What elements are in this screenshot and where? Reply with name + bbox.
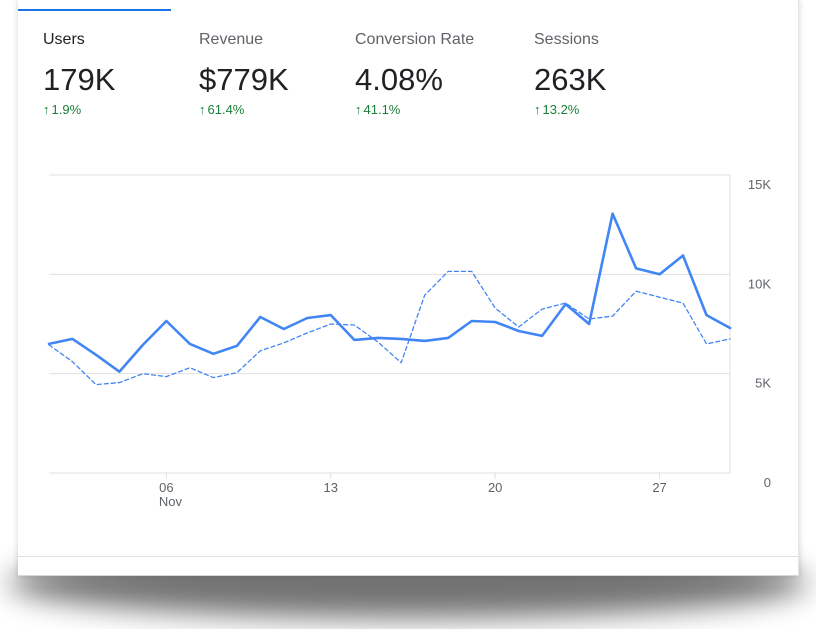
- chart-grid: [49, 174, 731, 479]
- series-line-previous-period: [48, 270, 731, 386]
- metric-value: $779K: [199, 62, 289, 97]
- x-tick-sublabel: Nov: [159, 494, 183, 509]
- metric-label: Users: [43, 31, 85, 48]
- chart-series: [47, 212, 732, 386]
- metric-delta-value: 41.1%: [363, 102, 401, 117]
- arrow-up-icon: ↑: [43, 102, 50, 117]
- metric-delta: ↑ 13.2%: [534, 102, 606, 118]
- arrow-up-icon: ↑: [199, 102, 206, 117]
- metric-label: Conversion Rate: [355, 31, 475, 48]
- metric-label: Revenue: [199, 31, 264, 48]
- metric-value: 4.08%: [355, 62, 443, 97]
- metric-delta: ↑ 61.4%: [199, 102, 289, 118]
- analytics-card: 0 5K 10K 15K 06 Nov 13 20 27 Users 179K ↑ 1.9% R…: [18, 0, 799, 576]
- arrow-up-icon: ↑: [534, 102, 541, 117]
- metric-tab-sessions[interactable]: Sessions 263K ↑ 13.2%: [534, 30, 606, 118]
- card-top-fade: [18, 0, 798, 40]
- y-tick-label: 10K: [748, 276, 771, 291]
- active-metric-indicator: [18, 9, 171, 11]
- metric-tab-revenue[interactable]: Revenue $779K ↑ 61.4%: [199, 30, 289, 118]
- metric-delta-value: 61.4%: [207, 102, 245, 117]
- y-axis-labels: 0 5K 10K 15K: [748, 177, 771, 490]
- metric-delta: ↑ 1.9%: [43, 102, 115, 118]
- metric-tab-conversion-rate[interactable]: Conversion Rate 4.08% ↑ 41.1%: [355, 30, 474, 118]
- x-tick-label: 06: [159, 480, 173, 495]
- series-line-current-period: [47, 212, 732, 374]
- x-tick-label: 20: [488, 480, 502, 495]
- metric-tab-users[interactable]: Users 179K ↑ 1.9%: [43, 30, 115, 118]
- metric-label: Sessions: [534, 31, 599, 48]
- metric-delta: ↑ 41.1%: [355, 102, 474, 118]
- y-tick-label: 5K: [755, 376, 771, 391]
- metric-value: 263K: [534, 62, 607, 97]
- y-tick-label: 0: [764, 475, 771, 490]
- metric-delta-value: 1.9%: [51, 102, 82, 117]
- x-tick-label: 13: [324, 480, 338, 495]
- metric-value: 179K: [43, 62, 116, 97]
- y-tick-label: 15K: [748, 177, 771, 192]
- arrow-up-icon: ↑: [355, 102, 362, 117]
- card-footer-divider: [18, 556, 798, 557]
- x-tick-label: 27: [652, 480, 666, 495]
- metric-delta-value: 13.2%: [542, 102, 580, 117]
